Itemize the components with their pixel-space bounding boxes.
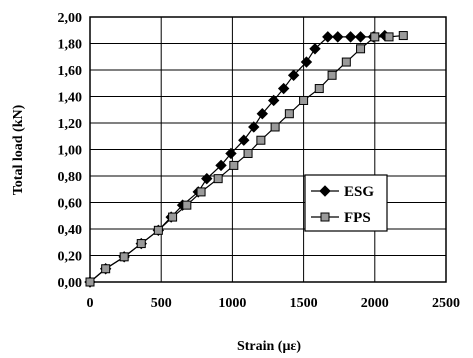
legend-box: [304, 174, 388, 232]
data-point-fps: [398, 31, 408, 41]
data-point-fps: [356, 44, 366, 54]
data-point-fps: [384, 32, 394, 42]
data-point-esg: [267, 94, 280, 107]
data-point-fps: [119, 252, 129, 262]
data-point-esg: [238, 134, 250, 146]
data-point-fps: [153, 225, 163, 235]
data-point-fps: [101, 264, 111, 274]
data-point-fps: [229, 160, 239, 170]
data-point-esg: [287, 69, 300, 82]
x-tick-label: 2500: [432, 296, 460, 311]
data-point-esg: [248, 121, 260, 133]
series-esg: [84, 29, 391, 288]
series-layer: [84, 29, 408, 288]
data-point-esg: [322, 31, 334, 43]
x-tick-label: 1000: [218, 296, 246, 311]
data-point-esg: [309, 43, 321, 55]
series-line-fps: [89, 34, 404, 283]
data-point-esg: [344, 31, 357, 43]
data-point-esg: [332, 31, 344, 43]
data-point-fps: [299, 95, 309, 105]
data-point-fps: [243, 148, 253, 158]
y-tick-label: 1,80: [58, 38, 83, 53]
y-tick-label: 1,40: [58, 91, 83, 106]
data-point-fps: [256, 135, 266, 145]
grid-lines: [89, 16, 447, 283]
series-line-esg: [89, 34, 385, 283]
legend: ESG FPS: [304, 174, 388, 232]
y-tick-label: 0,60: [58, 197, 83, 212]
x-tick-label: 0: [87, 296, 94, 311]
data-point-fps: [168, 212, 178, 222]
y-tick-label: 2,00: [58, 11, 83, 26]
data-point-fps: [327, 70, 337, 80]
data-point-fps: [136, 239, 146, 249]
tick-labels: 0 500 1000 1500 2000 2500 0,00 0,20 0,40 0,60 0,80…: [58, 11, 461, 311]
data-point-esg: [215, 159, 227, 172]
y-tick-label: 0,80: [58, 170, 83, 185]
plot-area-border: [89, 16, 447, 283]
data-point-esg: [300, 56, 313, 68]
y-tick-label: 1,00: [58, 144, 83, 159]
data-point-fps: [284, 109, 294, 119]
y-tick-label: 1,60: [58, 64, 83, 79]
data-point-esg: [256, 108, 269, 120]
legend-marker-esg: [319, 185, 331, 197]
data-point-fps: [370, 32, 380, 42]
legend-label-fps: FPS: [344, 210, 371, 226]
data-point-fps: [270, 122, 280, 132]
data-point-fps: [213, 174, 223, 184]
series-fps: [85, 31, 408, 287]
y-axis-label: Total load (kN): [11, 104, 26, 195]
x-axis-label: Strain (με): [237, 339, 301, 354]
data-point-fps: [85, 277, 95, 287]
data-point-fps: [196, 187, 206, 197]
data-point-esg: [354, 31, 367, 43]
data-point-esg: [277, 82, 290, 95]
x-tick-label: 1500: [290, 296, 318, 311]
data-point-fps: [314, 84, 324, 94]
y-tick-label: 0,20: [58, 250, 83, 265]
y-tick-label: 0,40: [58, 223, 83, 238]
data-point-esg: [225, 147, 237, 160]
data-point-fps: [182, 200, 192, 210]
x-tick-label: 500: [151, 296, 172, 311]
y-tick-label: 1,20: [58, 117, 83, 132]
y-tick-label: 0,00: [58, 276, 83, 291]
legend-label-esg: ESG: [344, 184, 374, 200]
x-tick-label: 2000: [361, 296, 389, 311]
legend-marker-fps: [320, 212, 330, 222]
data-point-esg: [201, 172, 213, 185]
data-point-fps: [341, 57, 351, 67]
